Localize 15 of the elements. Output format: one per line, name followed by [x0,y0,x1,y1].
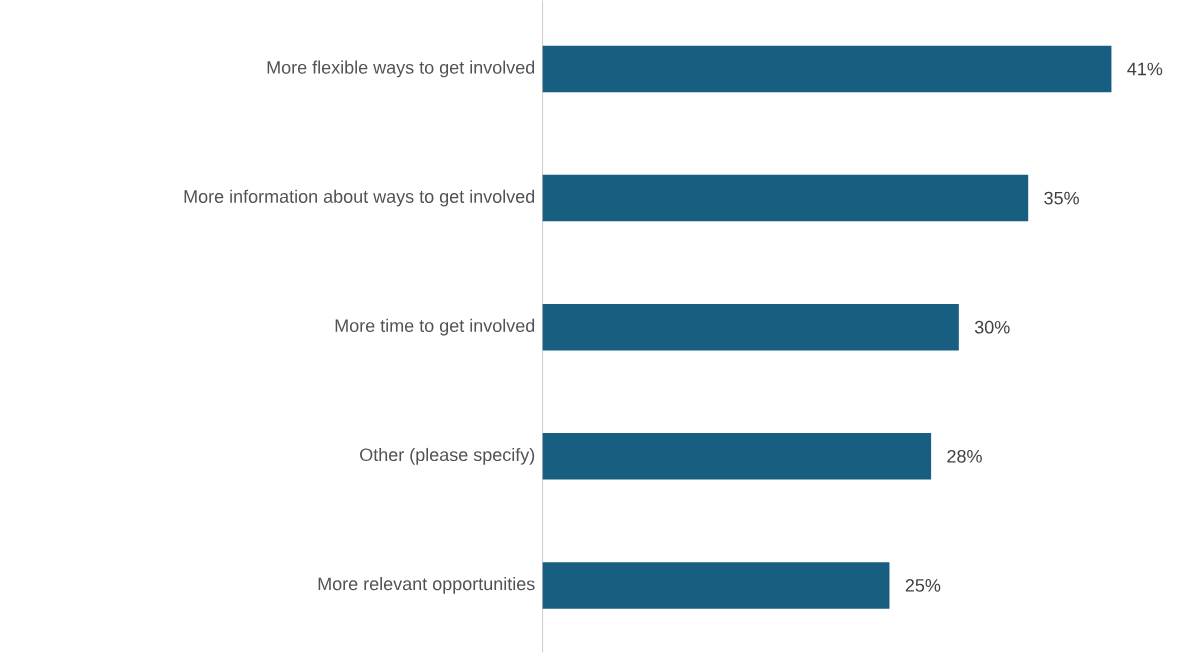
data-label: 30% [974,320,1010,334]
y-tick-label: More relevant opportunities [318,576,535,594]
bar [542,562,890,609]
data-label: 41% [1127,62,1163,76]
y-tick-label: Other (please specify) [360,447,535,465]
data-label: 28% [947,449,982,463]
bar [542,174,1029,222]
bar [542,433,932,480]
bar [542,303,959,351]
data-label: 35% [1044,191,1079,205]
y-tick-label: More information about ways to get involved [184,189,535,207]
data-label: 25% [905,579,941,592]
y-tick-label: More time to get involved [335,318,535,336]
y-tick-label: More flexible ways to get involved [267,60,535,78]
bar [542,45,1112,93]
